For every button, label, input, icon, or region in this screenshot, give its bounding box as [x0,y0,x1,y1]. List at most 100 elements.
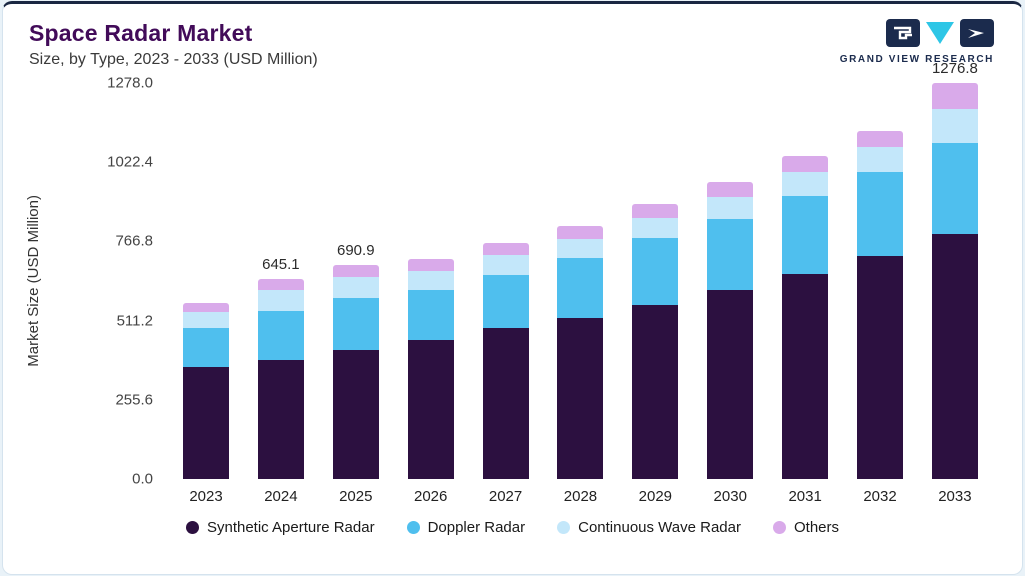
legend-item-synthetic-aperture-radar: Synthetic Aperture Radar [185,519,375,536]
bar-segment-others [257,279,304,291]
x-tick-label: 2027 [488,488,523,505]
bar-stack-2028 [557,225,604,479]
legend-dot-icon [773,521,786,534]
legend-item-continuous-wave-radar: Continuous Wave Radar [557,519,741,536]
x-tick-label: 2029 [638,488,673,505]
x-axis-labels: 2023 2024 2025 2026 2027 2028 2029 2030 2031 2032… [167,488,992,505]
legend-dot-icon [557,521,571,534]
y-tick-label: 0.0 [132,470,153,488]
bar-segment-doppler-radar [857,171,904,256]
bar-segment-synthetic-aperture-radar [183,367,229,479]
bar-segment-others [183,303,229,312]
bar-column-2023 [183,83,229,479]
bar-segment-synthetic-aperture-radar [407,340,454,479]
legend-label: Synthetic Aperture Radar [206,519,375,536]
bar-segment-others [707,182,754,198]
y-tick-label: 1278.0 [107,74,153,92]
bar-segment-doppler-radar [931,142,978,235]
bar-segment-synthetic-aperture-radar [931,234,978,479]
legend-dot-icon [406,521,420,534]
x-tick-label: 2031 [788,488,822,505]
bar-segment-doppler-radar [482,275,529,329]
bar-segment-synthetic-aperture-radar [482,328,529,479]
chart-area: Market Size (USD Million) 0.0 255.6 511.2 7… [15,60,992,505]
bar-segment-synthetic-aperture-radar [707,290,754,479]
x-tick-label: 2024 [264,488,298,505]
bar-segment-doppler-radar [183,327,229,368]
bar-column-2032 [857,83,904,479]
legend-label: Continuous Wave Radar [578,519,741,536]
bar-stack-2026 [407,259,454,479]
y-tick-label: 511.2 [116,312,153,330]
bar-segment-continuous-wave-radar [857,147,904,172]
x-tick-label: 2025 [339,488,373,505]
bar-stack-2030 [707,182,754,479]
bar-segment-doppler-radar [707,218,754,290]
legend: Synthetic Aperture Radar Doppler Radar Con… [3,519,1022,536]
x-tick-label: 2026 [413,488,448,505]
logo-square-g-icon [886,18,920,52]
bar-column-2028 [557,83,604,479]
plot-and-x: 645.1 690.9 1276.8 2023 2024 2025 2026 2027 202… [167,60,992,505]
bar-segment-continuous-wave-radar [782,171,829,196]
logo-text: GRAND VIEW RESEARCH [839,54,994,65]
bar-segment-synthetic-aperture-radar [857,255,904,479]
bar-segment-others [857,131,904,148]
x-tick-label: 2033 [938,488,972,505]
bar-column-2033: 1276.8 [931,60,978,479]
bar-segment-continuous-wave-radar [257,290,304,311]
bar-segment-continuous-wave-radar [707,197,754,219]
bar-segment-others [782,156,829,172]
bar-stack-2033 [931,83,978,479]
chart-subtitle: Size, by Type, 2023 - 2033 (USD Million) [29,51,318,68]
bar-column-2024: 645.1 [257,83,304,479]
bar-column-2027 [482,83,529,479]
grand-view-research-logo: GRAND VIEW RESEARCH [839,18,994,65]
y-axis-ticks: 0.0 255.6 511.2 766.8 1022.4 1278.0 [51,75,167,488]
bar-segment-synthetic-aperture-radar [632,304,679,479]
bar-stack-2023 [183,303,229,479]
legend-dot-icon [185,521,199,534]
bar-stack-2025 [332,264,379,479]
y-tick-label: 766.8 [115,232,153,250]
bar-segment-continuous-wave-radar [482,255,529,276]
bar-stack-2029 [632,203,679,479]
bar-segment-continuous-wave-radar [183,311,229,328]
x-tick-label: 2028 [563,488,598,505]
y-tick-label: 1022.4 [107,153,153,171]
y-tick-label: 255.6 [115,391,153,409]
legend-item-doppler-radar: Doppler Radar [406,519,526,536]
bar-segment-others [557,225,604,239]
bar-segment-synthetic-aperture-radar [557,317,604,479]
bar-segment-continuous-wave-radar [632,217,679,239]
bar-segment-doppler-radar [407,290,454,341]
bar-stack-2024 [257,279,304,479]
logo-triangle-icon [925,19,955,52]
bar-stack-2032 [857,131,904,479]
y-axis-title: Market Size (USD Million) [24,195,42,367]
bar-segment-doppler-radar [557,258,604,318]
bar-segment-doppler-radar [782,195,829,274]
title-block: Space Radar Market Size, by Type, 2023 -… [29,20,318,69]
bar-column-2031 [782,83,829,479]
logo-square-chevron-icon [960,18,994,52]
bar-total-label: 690.9 [337,241,375,259]
bar-segment-continuous-wave-radar [557,238,604,259]
x-tick-label: 2023 [189,488,223,505]
bar-segment-doppler-radar [632,238,679,305]
bar-segment-continuous-wave-radar [931,108,978,143]
legend-label: Others [794,519,840,536]
bar-segment-others [407,259,454,271]
legend-item-others: Others [773,519,839,536]
x-tick-label: 2030 [713,488,747,505]
legend-label: Doppler Radar [427,519,526,536]
bar-segment-others [931,83,978,109]
bar-total-label: 1276.8 [931,60,978,78]
logo-shapes [840,18,994,52]
chart-title: Space Radar Market [29,20,253,46]
bar-segment-synthetic-aperture-radar [782,273,829,479]
bar-segment-doppler-radar [332,298,379,351]
header: Space Radar Market Size, by Type, 2023 -… [3,4,1022,69]
